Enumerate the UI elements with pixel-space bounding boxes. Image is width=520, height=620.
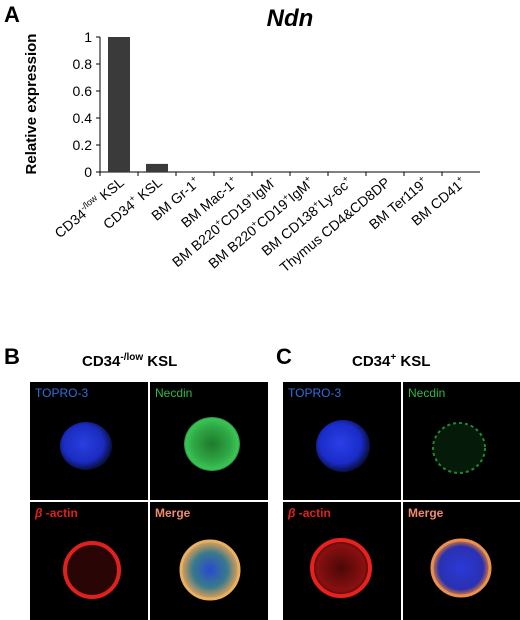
- panel-c-title-rest: KSL: [396, 353, 431, 370]
- bar: [108, 37, 130, 172]
- x-tick-label-superscript: +: [416, 173, 426, 184]
- y-tick-label: 0.4: [73, 110, 93, 126]
- panel-label-b: B: [4, 344, 20, 369]
- panel-label-a: A: [4, 2, 20, 27]
- cell-image-c-actin: [310, 538, 372, 598]
- cell-image-c-merge: [430, 538, 492, 598]
- y-tick-label: 0.2: [73, 137, 93, 153]
- x-tick-label-superscript: +: [454, 173, 464, 184]
- tile-b-topro3: TOPRO-3: [30, 382, 148, 500]
- tile-c-actin: β -actin: [283, 502, 401, 620]
- label-necdin-c: Necdin: [408, 386, 446, 400]
- panel-b-title-base: CD34: [82, 353, 121, 370]
- x-tick-label-superscript: +: [127, 193, 137, 204]
- label-topro3-b: TOPRO-3: [35, 386, 89, 400]
- x-tick-label-superscript: +: [244, 190, 254, 201]
- cell-image-b-necdin: [184, 417, 240, 471]
- panel-b-title-rest: KSL: [143, 353, 178, 370]
- x-tick-label-superscript: +: [340, 173, 350, 184]
- cell-image-b-merge: [179, 539, 241, 601]
- panel-c-title-sup: +: [390, 352, 397, 363]
- label-topro3-c: TOPRO-3: [288, 386, 342, 400]
- cell-image-b-topro3: [60, 422, 112, 470]
- tile-c-necdin: Necdin: [403, 382, 520, 500]
- label-merge-b: Merge: [155, 506, 191, 520]
- panel-label-c: C: [276, 344, 292, 369]
- label-actin-c: β -actin: [288, 506, 331, 520]
- tile-b-necdin: Necdin: [150, 382, 268, 500]
- cell-image-b-actin: [63, 541, 121, 599]
- panel-c-title: CD34+ KSL: [352, 352, 430, 370]
- y-tick-label: 1: [84, 29, 92, 45]
- tile-c-topro3: TOPRO-3: [283, 382, 401, 500]
- actin-text-c: -actin: [295, 506, 331, 520]
- y-axis-label: Relative expression: [23, 34, 40, 175]
- x-tick-label-superscript: +: [226, 173, 236, 184]
- y-tick-label: 0.6: [73, 83, 93, 99]
- label-actin-b: β -actin: [35, 506, 78, 520]
- x-tick-label-superscript: +: [310, 198, 320, 209]
- x-tick-label-superscript: +: [188, 173, 198, 184]
- x-tick-label-superscript: +: [212, 217, 222, 228]
- x-tick-label-superscript: +: [249, 218, 259, 229]
- label-necdin-b: Necdin: [155, 386, 193, 400]
- tile-b-actin: β -actin: [30, 502, 148, 620]
- beta-symbol-b: β: [35, 506, 43, 520]
- cell-image-c-topro3: [316, 420, 370, 472]
- beta-symbol-c: β: [288, 506, 296, 520]
- panel-b-title-sup: -/low: [120, 352, 144, 363]
- actin-text-b: -actin: [42, 506, 78, 520]
- label-merge-c: Merge: [408, 506, 444, 520]
- bar: [146, 163, 168, 172]
- x-tick-label-superscript: -: [266, 173, 275, 183]
- panel-b-title: CD34-/low KSL: [82, 352, 177, 370]
- y-tick-label: 0: [84, 164, 92, 180]
- chart-title: Ndn: [267, 5, 314, 32]
- tile-c-merge: Merge: [403, 502, 520, 620]
- cell-image-c-necdin: [432, 422, 486, 474]
- y-tick-label: 0.8: [73, 56, 93, 72]
- x-tick-label-superscript: +: [280, 192, 290, 203]
- tile-b-merge: Merge: [150, 502, 268, 620]
- panel-c-title-base: CD34: [352, 353, 391, 370]
- x-tick-label-superscript: +: [302, 173, 312, 184]
